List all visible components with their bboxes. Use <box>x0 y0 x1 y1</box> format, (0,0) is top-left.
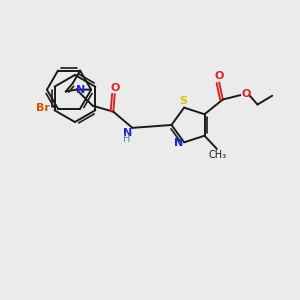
Text: S: S <box>179 96 188 106</box>
Text: N: N <box>174 138 183 148</box>
Text: O: O <box>110 82 119 92</box>
Text: O: O <box>214 71 224 81</box>
Text: Br: Br <box>36 103 50 113</box>
Text: H: H <box>123 134 131 144</box>
Text: N: N <box>76 85 85 95</box>
Text: CH₃: CH₃ <box>208 150 226 161</box>
Text: N: N <box>122 128 132 138</box>
Text: O: O <box>242 88 251 99</box>
